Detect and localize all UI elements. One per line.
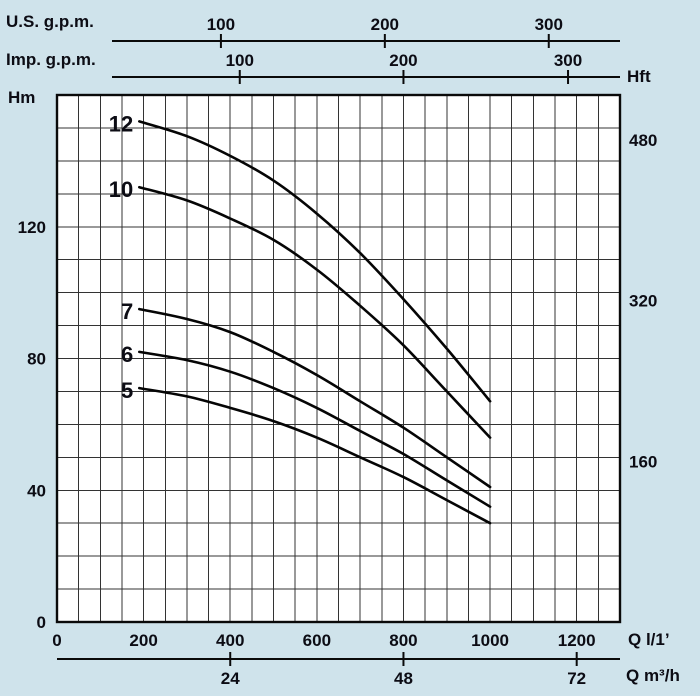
- x-tick-label: 800: [389, 631, 417, 650]
- y-left-tick-label: 40: [27, 481, 46, 500]
- pump-curve-7: [138, 307, 492, 489]
- us-gpm-ruler-tick-label: 300: [535, 15, 563, 34]
- imp-gpm-ruler-tick-label: 100: [226, 51, 254, 70]
- y-axis-right-unit-label: Hft: [627, 67, 651, 86]
- pump-curve-5: [138, 386, 492, 525]
- x-axis-tick-labels: 0 200 400 600 800 1000 1200: [52, 631, 595, 650]
- imp-gpm-ruler: 100 200 300: [112, 51, 620, 84]
- curve-label-7: 7: [121, 299, 133, 324]
- m3h-ruler: 24 48 72: [57, 652, 620, 688]
- pump-curve-12: [138, 120, 492, 403]
- top-axis-us-label: U.S. g.p.m.: [6, 12, 94, 31]
- us-gpm-ruler-tick-label: 100: [207, 15, 235, 34]
- x-tick-label: 0: [52, 631, 61, 650]
- m3h-tick-label: 24: [221, 669, 240, 688]
- curve-label-12: 12: [109, 111, 133, 136]
- imp-gpm-ruler-tick-label: 200: [389, 51, 417, 70]
- x-tick-label: 1200: [558, 631, 596, 650]
- m3h-tick-label: 48: [394, 669, 413, 688]
- pump-curve-10: [138, 185, 492, 439]
- y-left-tick-label: 80: [27, 350, 46, 369]
- y-axis-left-unit-label: Hm: [8, 88, 36, 107]
- y-left-tick-label: 120: [18, 218, 46, 237]
- y-left-tick-label: 0: [37, 613, 46, 632]
- y-axis-left-tick-labels: 0 40 80 120: [18, 218, 46, 632]
- curve-label-6: 6: [121, 342, 133, 367]
- curve-label-10: 10: [109, 177, 133, 202]
- x-tick-label: 400: [216, 631, 244, 650]
- x-tick-label: 200: [129, 631, 157, 650]
- y-right-tick-label: 480: [629, 131, 657, 150]
- pump-curves: 12 10 7 6 5: [109, 111, 492, 525]
- m3h-tick-label: 72: [567, 669, 586, 688]
- us-gpm-ruler: 100 200 300: [112, 15, 620, 48]
- top-axis-imp-label: Imp. g.p.m.: [6, 50, 96, 69]
- us-gpm-ruler-tick-label: 200: [371, 15, 399, 34]
- x-tick-label: 1000: [471, 631, 509, 650]
- x-axis-m3h-unit-label: Q m³/h: [626, 666, 680, 685]
- imp-gpm-ruler-tick-label: 300: [554, 51, 582, 70]
- curve-label-5: 5: [121, 378, 133, 403]
- pump-curve-6: [138, 350, 492, 508]
- y-right-tick-label: 160: [629, 452, 657, 471]
- x-tick-label: 600: [303, 631, 331, 650]
- plot-frame: [55, 93, 622, 624]
- x-axis-unit-label: Q l/1’: [628, 630, 670, 649]
- y-axis-right-tick-labels: 160 320 480: [629, 131, 657, 471]
- y-right-tick-label: 320: [629, 292, 657, 311]
